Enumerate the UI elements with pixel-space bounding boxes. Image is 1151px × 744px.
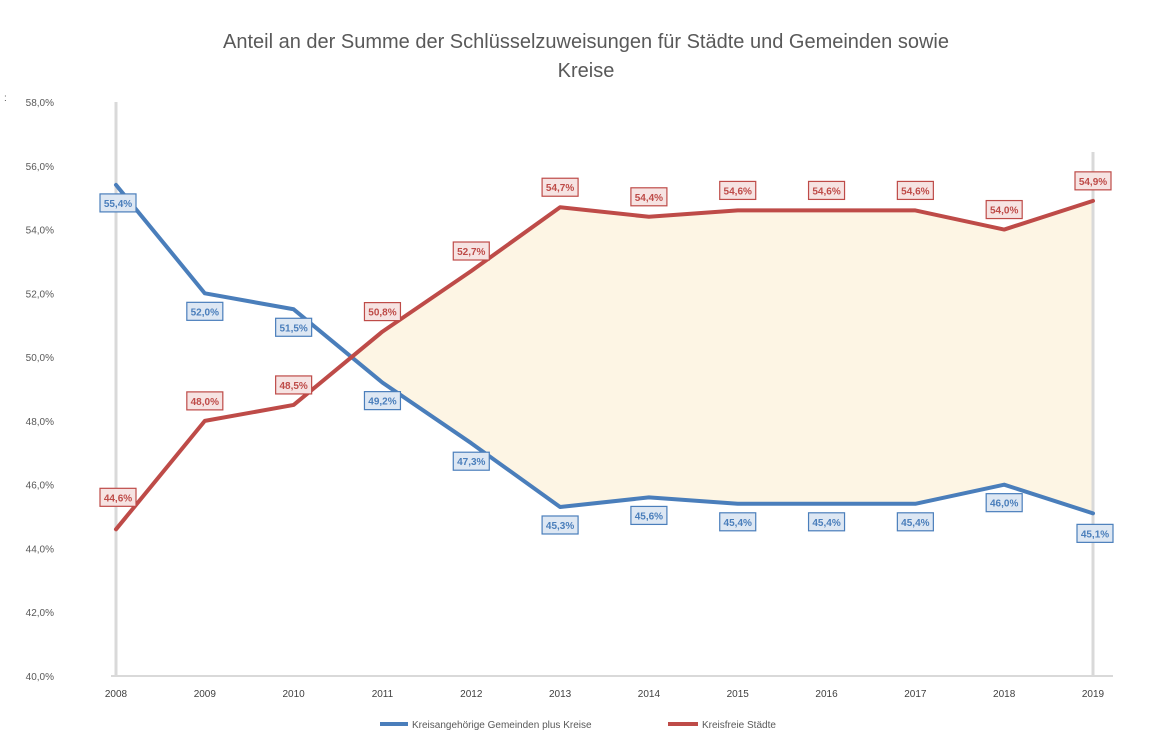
data-label: 46,0% xyxy=(990,499,1018,510)
data-label-box xyxy=(99,193,137,213)
data-label: 54,7% xyxy=(546,183,574,194)
data-label-box xyxy=(186,391,224,411)
plot-area: 40,0% 42,0% 44,0% 46,0% 48,0% 50,0% 52,0% 54,0%… xyxy=(26,98,1114,700)
shaded-area xyxy=(351,200,1093,514)
y-tick-label: 44,0% xyxy=(26,544,54,555)
data-label: 45,6% xyxy=(635,511,663,522)
x-tick-label: 2018 xyxy=(993,689,1016,700)
y-tick-label: 56,0% xyxy=(26,162,54,173)
data-label-box xyxy=(363,302,402,322)
data-label-box xyxy=(541,515,579,535)
y-tick-label: 46,0% xyxy=(26,481,54,492)
data-label-box xyxy=(807,512,846,532)
corner-mark: : xyxy=(4,93,7,104)
data-label: 44,6% xyxy=(104,493,132,504)
data-label-box xyxy=(896,180,934,201)
data-label: 51,5% xyxy=(279,323,307,334)
data-label-box xyxy=(452,241,490,261)
data-label: 45,4% xyxy=(901,518,929,529)
chart-title-line-1: Anteil an der Summe der Schlüsselzuweisu… xyxy=(223,31,949,53)
data-label: 45,1% xyxy=(1081,529,1109,540)
x-tick-label: 2019 xyxy=(1082,689,1105,700)
y-tick-label: 50,0% xyxy=(26,353,54,364)
data-label: 54,6% xyxy=(724,186,752,197)
data-label: 54,9% xyxy=(1079,177,1107,188)
data-label-box xyxy=(630,187,668,207)
data-label: 55,4% xyxy=(104,199,132,210)
data-label-box xyxy=(186,301,224,321)
x-tick-label: 2012 xyxy=(460,689,483,700)
data-label-box xyxy=(985,199,1023,220)
y-tick-label: 48,0% xyxy=(26,417,54,428)
data-label: 54,6% xyxy=(812,186,840,197)
data-label-box xyxy=(807,180,846,201)
legend: Kreisangehörige Gemeinden plus Kreise Kre… xyxy=(380,720,776,731)
x-tick-label: 2016 xyxy=(815,689,838,700)
x-tick-label: 2011 xyxy=(372,689,394,700)
chart-title-line-2: Kreise xyxy=(558,60,615,82)
data-label-box xyxy=(719,512,757,532)
data-label-box xyxy=(630,505,668,526)
series-line-staedte xyxy=(114,198,1095,532)
data-label: 45,3% xyxy=(546,521,574,532)
y-tick-label: 40,0% xyxy=(26,672,54,683)
x-tick-label: 2017 xyxy=(904,689,927,700)
series-line-gemeinden xyxy=(114,182,1095,516)
x-tick-label: 2014 xyxy=(638,689,661,700)
data-label: 52,7% xyxy=(457,247,485,258)
y-tick-label: 42,0% xyxy=(26,608,54,619)
y-tick-label: 58,0% xyxy=(26,98,54,109)
data-label: 54,0% xyxy=(990,206,1018,217)
data-label: 49,2% xyxy=(368,397,396,408)
data-label-box xyxy=(985,493,1023,513)
x-tick-label: 2009 xyxy=(194,689,217,700)
data-label: 54,6% xyxy=(901,186,929,197)
data-label: 45,4% xyxy=(812,518,840,529)
data-label-box xyxy=(719,180,757,201)
x-tick-label: 2008 xyxy=(105,689,128,700)
data-label: 50,8% xyxy=(368,308,396,319)
x-tick-label: 2015 xyxy=(727,689,750,700)
y-tick-label: 52,0% xyxy=(26,289,54,300)
data-label-box xyxy=(1076,523,1114,543)
data-label: 48,0% xyxy=(191,397,219,408)
data-label-box xyxy=(275,317,313,337)
data-label-box xyxy=(99,487,137,507)
data-label-box xyxy=(896,512,934,532)
y-tick-label: 54,0% xyxy=(26,226,54,237)
legend-label-staedte: Kreisfreie Städte xyxy=(702,720,776,731)
x-tick-label: 2010 xyxy=(283,689,306,700)
data-label: 54,4% xyxy=(635,193,663,204)
data-label-box xyxy=(541,177,579,197)
data-label: 48,5% xyxy=(279,381,307,392)
data-label-box xyxy=(452,451,490,471)
data-label-box xyxy=(363,391,402,411)
x-tick-label: 2013 xyxy=(549,689,572,700)
data-label: 52,0% xyxy=(191,307,219,318)
data-label: 45,4% xyxy=(724,518,752,529)
data-label-box xyxy=(275,375,313,395)
legend-label-gemeinden: Kreisangehörige Gemeinden plus Kreise xyxy=(412,720,592,731)
data-label: 47,3% xyxy=(457,457,485,468)
data-label-box xyxy=(1074,171,1112,191)
